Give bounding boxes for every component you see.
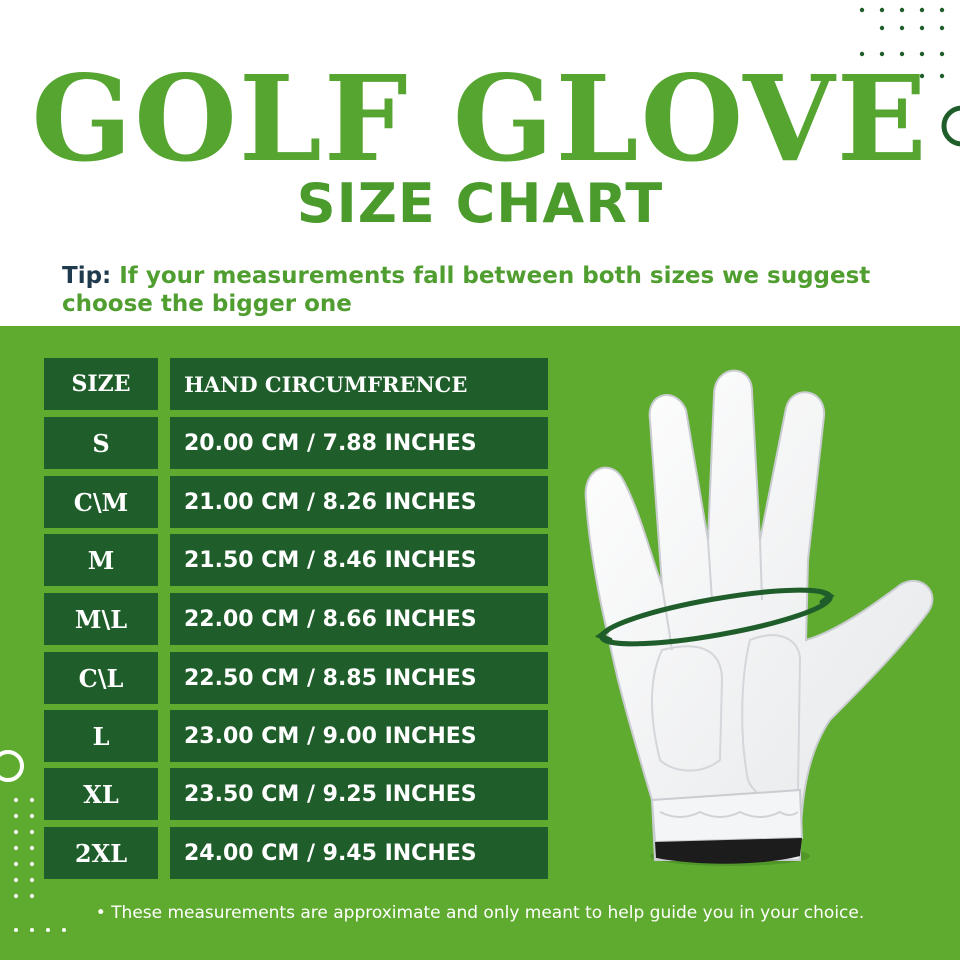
circumference-cell: 21.50 CM / 8.46 INCHES [170,534,548,586]
table-row: M 21.50 CM / 8.46 INCHES [44,534,548,586]
size-cell: M\L [44,593,158,645]
table-row: M\L 22.00 CM / 8.66 INCHES [44,593,548,645]
tip-label: Tip: [62,263,112,289]
size-cell: C\L [44,652,158,704]
size-cell: 2XL [44,827,158,879]
circumference-cell: 24.00 CM / 9.45 INCHES [170,827,548,879]
column-header-size: SIZE [44,358,158,410]
tip-message: If your measurements fall between both s… [62,263,871,317]
table-row: C\L 22.50 CM / 8.85 INCHES [44,652,548,704]
header-area: GOLF GLOVE SIZE CHART Tip: If your measu… [0,0,960,326]
size-cell: L [44,710,158,762]
circumference-cell: 20.00 CM / 7.88 INCHES [170,417,548,469]
table-header-row: SIZE HAND CIRCUMFRENCE [44,358,548,410]
footnote: • These measurements are approximate and… [95,903,865,923]
golf-glove-icon [584,369,934,866]
footnote-text: These measurements are approximate and o… [111,903,865,923]
size-cell: C\M [44,476,158,528]
circumference-cell: 22.00 CM / 8.66 INCHES [170,593,548,645]
table-row: 2XL 24.00 CM / 9.45 INCHES [44,827,548,879]
measurement-band [594,587,835,647]
table-row: S 20.00 CM / 7.88 INCHES [44,417,548,469]
size-cell: XL [44,768,158,820]
circumference-cell: 21.00 CM / 8.26 INCHES [170,476,548,528]
column-header-circumference: HAND CIRCUMFRENCE [170,358,548,410]
size-cell: S [44,417,158,469]
table-row: L 23.00 CM / 9.00 INCHES [44,710,548,762]
circumference-cell: 23.50 CM / 9.25 INCHES [170,768,548,820]
circumference-cell: 22.50 CM / 8.85 INCHES [170,652,548,704]
table-row: C\M 21.00 CM / 8.26 INCHES [44,476,548,528]
glove-shape [584,369,934,866]
page-title: GOLF GLOVE [31,49,929,188]
table-row: XL 23.50 CM / 9.25 INCHES [44,768,548,820]
tip-text: Tip: If your measurements fall between b… [62,262,942,318]
page-subtitle: SIZE CHART [296,172,664,235]
size-cell: M [44,534,158,586]
circumference-cell: 23.00 CM / 9.00 INCHES [170,710,548,762]
